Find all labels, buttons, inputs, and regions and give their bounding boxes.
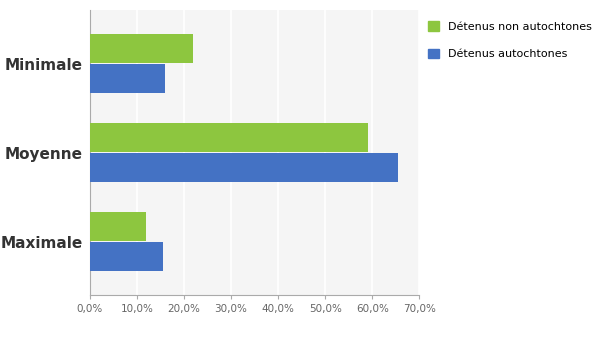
Bar — [90, 123, 368, 152]
Bar — [90, 34, 193, 63]
Bar — [90, 242, 163, 271]
Bar — [90, 212, 146, 241]
Bar — [90, 154, 398, 182]
Bar — [90, 64, 165, 93]
Legend: Détenus non autochtones, Détenus autochtones: Détenus non autochtones, Détenus autocht… — [428, 21, 592, 59]
